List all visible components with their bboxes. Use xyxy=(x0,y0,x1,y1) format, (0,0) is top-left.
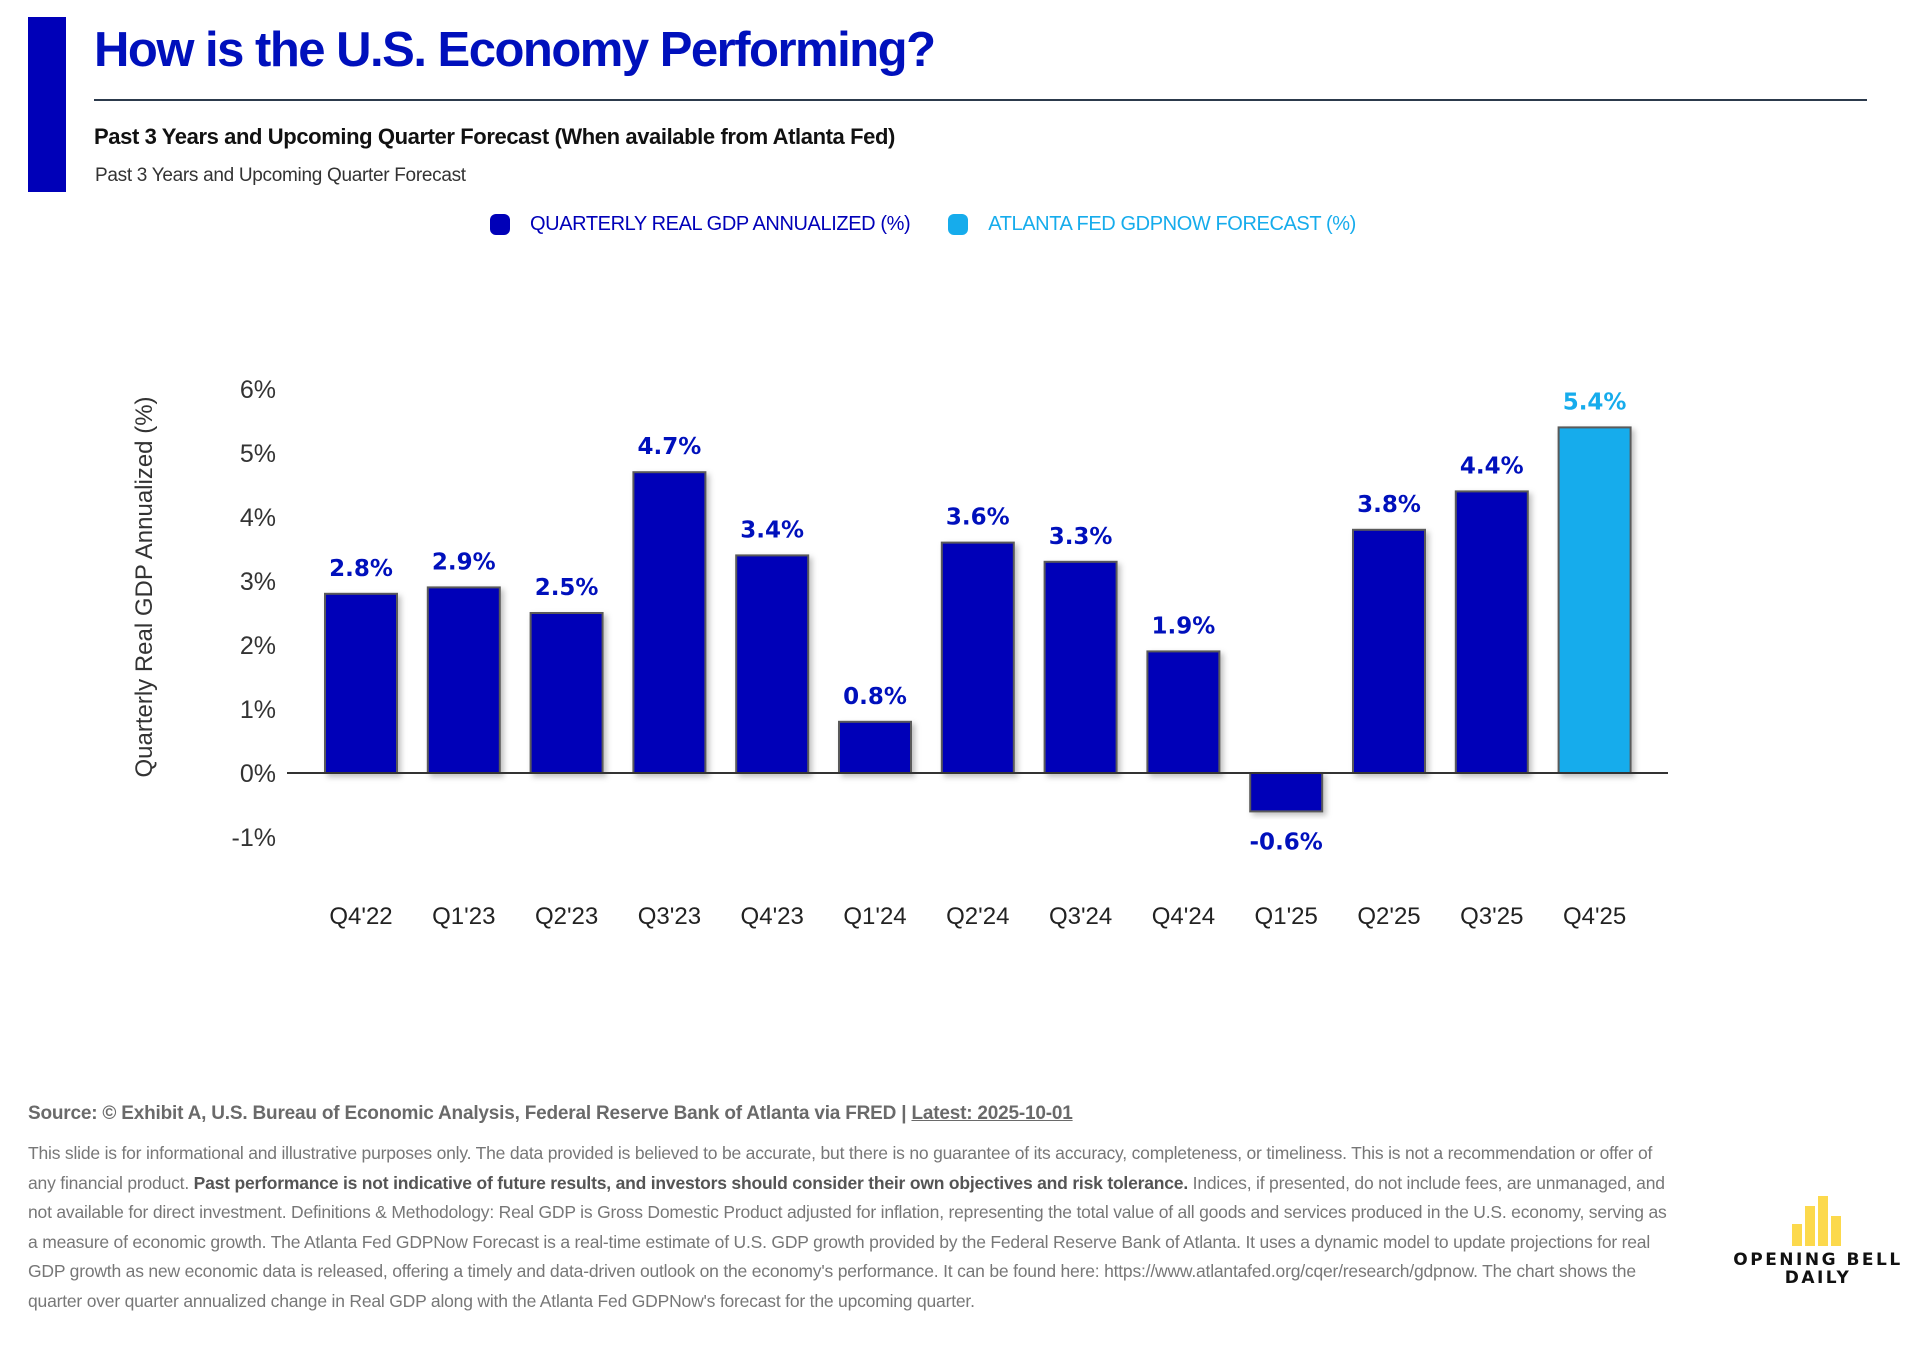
x-tick-label: Q1'24 xyxy=(843,903,906,930)
y-tick-label: -1% xyxy=(232,824,276,852)
data-label: 1.9% xyxy=(1152,613,1216,639)
data-label: 2.8% xyxy=(329,556,393,582)
disclaimer-text-2: Indices, if presented, do not include fe… xyxy=(28,1172,1667,1311)
y-tick-label: 6% xyxy=(240,376,276,404)
x-tick-label: Q2'24 xyxy=(946,903,1009,930)
source-line: Source: © Exhibit A, U.S. Bureau of Econ… xyxy=(28,1103,1668,1125)
legend-item-forecast: ATLANTA FED GDPNOW FORECAST (%) xyxy=(948,213,1356,236)
forecast-bar xyxy=(1557,426,1632,774)
x-tick-label: Q4'24 xyxy=(1152,903,1215,930)
latest-date-link[interactable]: Latest: 2025-10-01 xyxy=(911,1103,1073,1124)
x-tick-label: Q3'23 xyxy=(638,903,701,930)
y-tick-label: 2% xyxy=(240,632,276,660)
chart-description: Past 3 Years and Upcoming Quarter Foreca… xyxy=(95,165,466,186)
y-tick-label: 1% xyxy=(240,696,276,724)
logo-text-line2: DAILY xyxy=(1784,1268,1852,1288)
gdp-bar xyxy=(1352,528,1426,774)
legend-item-actual: QUARTERLY REAL GDP ANNUALIZED (%) xyxy=(490,213,911,236)
legend-swatch-actual xyxy=(490,214,510,235)
gdp-bar xyxy=(529,612,604,774)
y-tick-label: 5% xyxy=(240,440,276,468)
source-text: Source: © Exhibit A, U.S. Bureau of Econ… xyxy=(28,1103,912,1124)
x-tick-label: Q2'23 xyxy=(535,903,598,930)
page-title: How is the U.S. Economy Performing? xyxy=(94,23,936,77)
data-label: 2.9% xyxy=(432,549,496,575)
x-tick-label: Q3'24 xyxy=(1049,903,1112,930)
x-tick-label: Q4'23 xyxy=(741,903,804,930)
x-tick-label: Q1'23 xyxy=(432,903,495,930)
disclaimer-text-1: This slide is for informational and illu… xyxy=(28,1143,1653,1193)
chart-subtitle: Past 3 Years and Upcoming Quarter Foreca… xyxy=(94,124,895,149)
bar-chart-logo-icon xyxy=(1792,1196,1841,1246)
y-tick-label: 3% xyxy=(240,568,276,596)
x-axis-ticks: Q4'22 Q1'23 Q2'23 Q3'23 Q4'23 Q1'24 Q2'24 Q3'24… xyxy=(329,903,1626,930)
data-labels: 2.8% 2.9% 2.5% 4.7% 3.4% 0.8% 3.6% 3.3% 1.9% -0.6… xyxy=(329,389,1626,855)
x-tick-label: Q4'22 xyxy=(329,903,392,930)
gdp-bar xyxy=(838,720,912,774)
y-axis-ticks: 6% 5% 4% 3% 2% 1% 0% -1% xyxy=(232,376,276,852)
data-label: 3.3% xyxy=(1049,524,1113,550)
x-tick-label: Q2'25 xyxy=(1357,903,1420,930)
x-tick-label: Q1'25 xyxy=(1255,903,1318,930)
legend-label-actual: QUARTERLY REAL GDP ANNUALIZED (%) xyxy=(530,213,911,235)
logo-text-line1: OPENING BELL xyxy=(1733,1250,1903,1270)
gdp-bar xyxy=(1146,650,1221,775)
accent-bar xyxy=(28,17,66,192)
y-tick-label: 0% xyxy=(240,760,276,788)
legend-swatch-forecast xyxy=(948,214,969,235)
opening-bell-daily-logo: OPENING BELL DAILY xyxy=(1728,1196,1908,1287)
data-label: 5.4% xyxy=(1563,389,1627,415)
data-label: 4.4% xyxy=(1460,453,1524,479)
data-label: 3.6% xyxy=(946,505,1010,531)
gdp-bar xyxy=(426,586,501,775)
data-label: 0.8% xyxy=(843,684,907,710)
data-label: 2.5% xyxy=(535,575,599,601)
disclaimer: This slide is for informational and illu… xyxy=(28,1139,1668,1316)
bars xyxy=(324,426,1632,813)
data-label: 4.7% xyxy=(638,434,702,460)
title-divider xyxy=(94,99,1867,101)
data-label: -0.6% xyxy=(1250,829,1323,855)
data-label: 3.4% xyxy=(740,517,804,543)
x-tick-label: Q4'25 xyxy=(1563,903,1626,930)
disclaimer-bold: Past performance is not indicative of fu… xyxy=(193,1172,1189,1193)
data-label: 3.8% xyxy=(1357,492,1421,518)
gdp-bar xyxy=(1043,560,1118,774)
gdp-bar xyxy=(632,471,707,774)
gdp-bar xyxy=(735,554,810,775)
gdp-bar xyxy=(324,592,398,774)
y-tick-label: 4% xyxy=(240,504,276,532)
gdp-bar-chart: Quarterly Real GDP Annualized (%) 6% 5% 4%… xyxy=(131,376,1668,930)
gdp-bar xyxy=(940,541,1015,774)
gdp-bar xyxy=(1454,490,1529,774)
legend-label-forecast: ATLANTA FED GDPNOW FORECAST (%) xyxy=(988,213,1356,235)
gdp-bar xyxy=(1249,772,1324,813)
x-tick-label: Q3'25 xyxy=(1460,903,1523,930)
y-axis-title: Quarterly Real GDP Annualized (%) xyxy=(131,396,158,777)
chart-legend: QUARTERLY REAL GDP ANNUALIZED (%) ATLANT… xyxy=(490,213,1394,236)
footer: Source: © Exhibit A, U.S. Bureau of Econ… xyxy=(28,1103,1668,1316)
